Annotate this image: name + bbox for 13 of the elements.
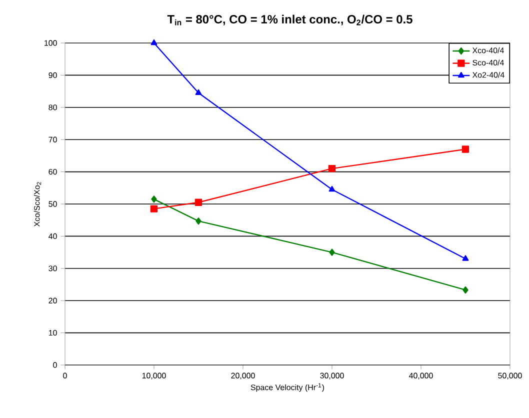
point: [194, 198, 202, 206]
point: [462, 286, 468, 294]
point: [150, 205, 158, 212]
point: [151, 196, 157, 203]
point: [462, 255, 469, 261]
point: [195, 89, 202, 95]
chart-title: T$_{in}$ = 80°C, CO = 1% inlet conc., O$_{2}$/CO = 0.5: [167, 14, 412, 26]
point: [462, 146, 470, 153]
point: [328, 164, 336, 172]
point: [329, 248, 335, 256]
point: [196, 217, 202, 225]
point: [150, 39, 158, 46]
point: [328, 186, 336, 192]
